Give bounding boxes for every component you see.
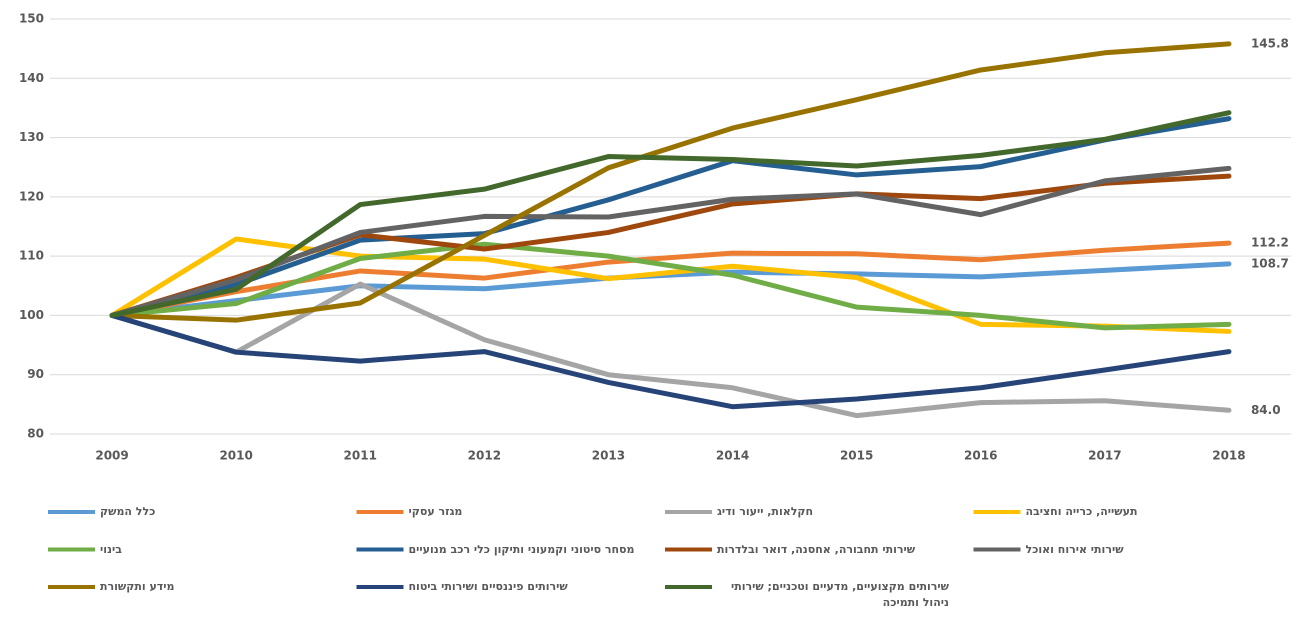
y-tick-label: 80 bbox=[27, 427, 44, 441]
x-tick-label: 2012 bbox=[468, 449, 501, 463]
legend-label: שירותים מקצועיים, מדעיים וטכניים; שירותי… bbox=[731, 580, 949, 609]
series-line bbox=[109, 110, 1232, 318]
y-tick-label: 130 bbox=[19, 130, 44, 144]
legend-label: מידע ותקשורת bbox=[100, 580, 175, 593]
x-tick-label: 2013 bbox=[592, 449, 625, 463]
series-line bbox=[109, 41, 1232, 323]
legend-label: מסחר סיטוני וקמעוני ותיקון כלי רכב מנועי… bbox=[408, 542, 635, 556]
x-tick-label: 2018 bbox=[1212, 449, 1245, 463]
series-line bbox=[109, 261, 1232, 318]
y-tick-label: 120 bbox=[19, 189, 44, 203]
series-line bbox=[109, 165, 1232, 318]
series-line bbox=[109, 281, 1232, 419]
legend-label: שירותים פיננסיים ושירותי ביטוח bbox=[408, 580, 568, 593]
data-label: 84.0 bbox=[1251, 403, 1281, 417]
series-line bbox=[109, 312, 1232, 410]
data-label: 112.2 bbox=[1251, 236, 1289, 250]
y-tick-label: 90 bbox=[27, 367, 44, 381]
legend-label: חקלאות, ייעור ודיג bbox=[717, 505, 814, 518]
data-label: 108.7 bbox=[1251, 256, 1289, 270]
y-tick-label: 110 bbox=[19, 249, 44, 263]
legend-label: תעשייה, כרייה וחציבה bbox=[1025, 505, 1138, 518]
legend-label: שירותי תחבורה, אחסנה, דואר ובלדרות bbox=[717, 542, 916, 556]
y-tick-label: 150 bbox=[19, 12, 44, 26]
x-tick-label: 2009 bbox=[95, 449, 128, 463]
x-tick-label: 2017 bbox=[1088, 449, 1121, 463]
x-tick-label: 2010 bbox=[219, 449, 252, 463]
legend-label: בינוי bbox=[100, 542, 122, 556]
x-tick-label: 2016 bbox=[964, 449, 997, 463]
data-label: 145.8 bbox=[1251, 36, 1289, 50]
x-tick-label: 2014 bbox=[716, 449, 749, 463]
legend-label: שירותי אירוח ואוכל bbox=[1025, 542, 1124, 556]
series-line bbox=[109, 116, 1232, 318]
y-tick-label: 100 bbox=[19, 308, 44, 322]
series-line bbox=[109, 240, 1232, 318]
legend-label: מגזר עסקי bbox=[408, 505, 463, 518]
legend-label: כלל המשק bbox=[100, 505, 156, 518]
x-tick-label: 2015 bbox=[840, 449, 873, 463]
y-tick-label: 140 bbox=[19, 71, 44, 85]
series-line bbox=[109, 241, 1232, 331]
x-tick-label: 2011 bbox=[344, 449, 377, 463]
